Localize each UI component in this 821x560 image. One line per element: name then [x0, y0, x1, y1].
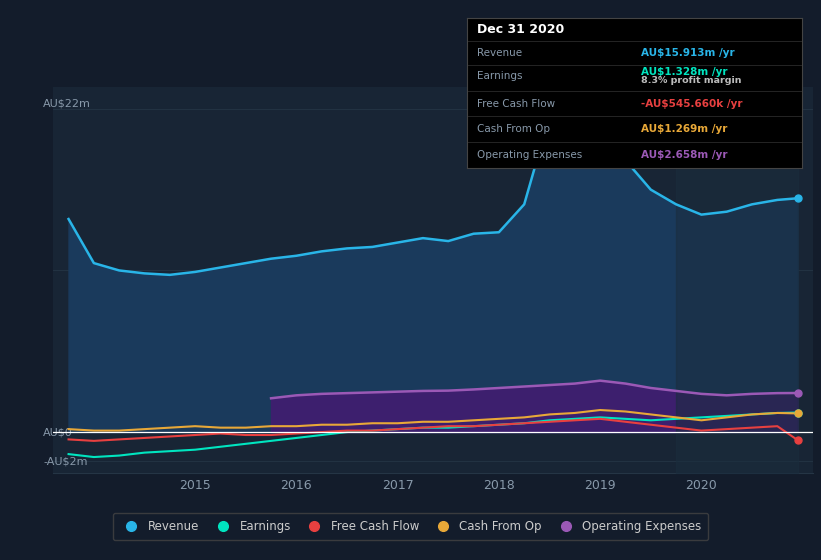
Text: Cash From Op: Cash From Op — [477, 124, 550, 134]
Text: -AU$545.660k /yr: -AU$545.660k /yr — [641, 99, 743, 109]
Text: -AU$2m: -AU$2m — [44, 456, 88, 466]
Text: Operating Expenses: Operating Expenses — [477, 150, 582, 160]
Text: Earnings: Earnings — [477, 71, 522, 81]
Text: Dec 31 2020: Dec 31 2020 — [477, 23, 564, 36]
Text: Free Cash Flow: Free Cash Flow — [477, 99, 555, 109]
Text: AU$22m: AU$22m — [44, 99, 91, 109]
Text: AU$1.328m /yr: AU$1.328m /yr — [641, 67, 727, 77]
Text: Revenue: Revenue — [477, 48, 522, 58]
Text: AU$2.658m /yr: AU$2.658m /yr — [641, 150, 727, 160]
Text: AU$15.913m /yr: AU$15.913m /yr — [641, 48, 735, 58]
Legend: Revenue, Earnings, Free Cash Flow, Cash From Op, Operating Expenses: Revenue, Earnings, Free Cash Flow, Cash … — [112, 513, 709, 540]
Text: AU$0: AU$0 — [44, 427, 73, 437]
Text: AU$1.269m /yr: AU$1.269m /yr — [641, 124, 727, 134]
Text: 8.3% profit margin: 8.3% profit margin — [641, 76, 741, 85]
